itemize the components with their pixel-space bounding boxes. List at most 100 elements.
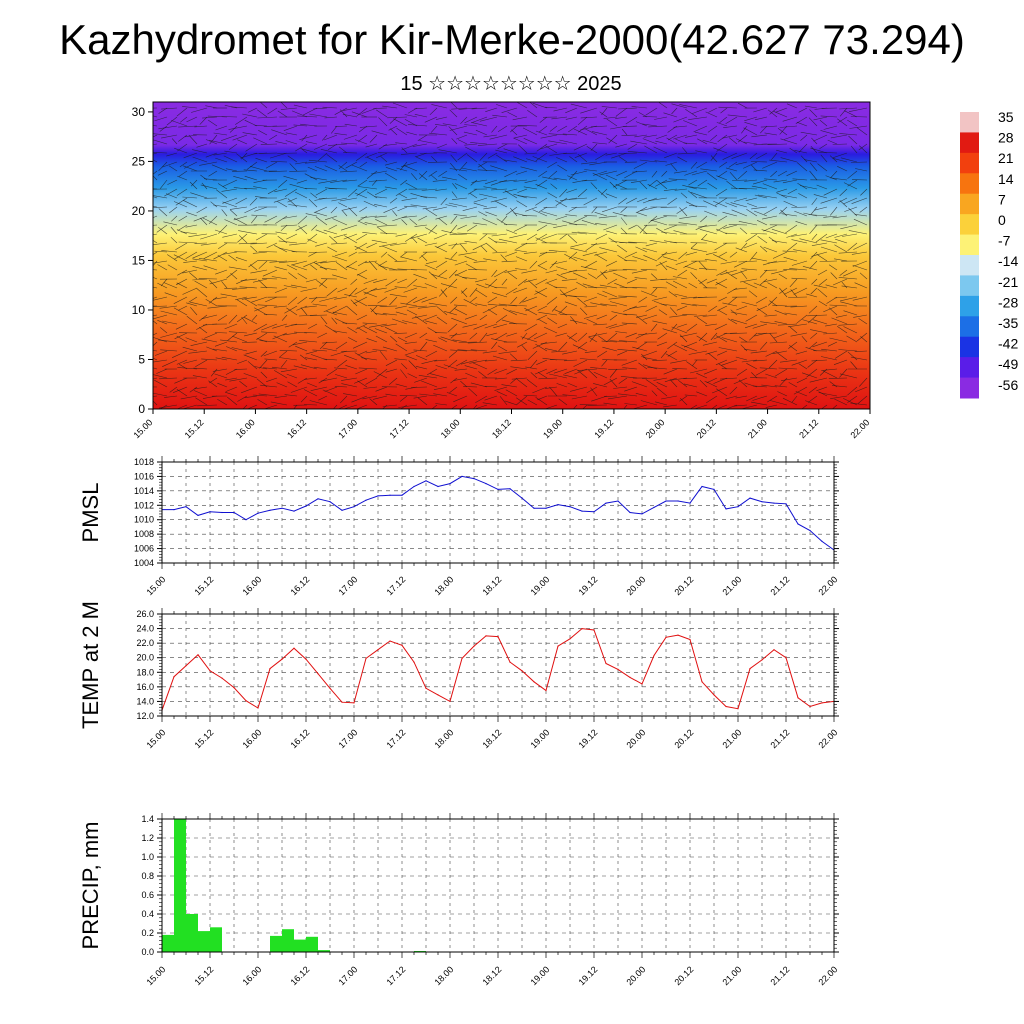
- wind-barb: [738, 260, 758, 263]
- wind-barb: [720, 377, 738, 380]
- wind-barb: [639, 224, 648, 234]
- wind-barb: [277, 152, 298, 154]
- wind-barb: [521, 332, 528, 340]
- wind-barb: [590, 182, 598, 190]
- wind-barb: [183, 260, 198, 263]
- heatmap-y-tick-label: 30: [132, 105, 146, 119]
- wind-barb: [650, 215, 668, 222]
- wind-barb: [538, 170, 548, 178]
- wind-barb: [549, 386, 558, 397]
- wind-barb: [186, 116, 198, 123]
- wind-barb: [494, 269, 508, 278]
- wind-barb: [158, 404, 178, 409]
- wind-barb: [158, 339, 178, 343]
- wind-barb: [487, 152, 498, 159]
- wind-barb: [557, 164, 568, 172]
- wind-barb: [496, 104, 508, 109]
- wind-barb: [480, 245, 488, 253]
- temp-point: [533, 681, 535, 683]
- wind-barb: [182, 106, 198, 109]
- wind-barb: [583, 296, 598, 302]
- wind-barb: [551, 260, 568, 265]
- wind-barb: [341, 377, 358, 381]
- wind-barb: [250, 245, 258, 253]
- wind-barb: [397, 206, 408, 212]
- wind-barb: [407, 124, 428, 127]
- wind-barb: [449, 305, 458, 314]
- wind-barb: [236, 278, 248, 285]
- wind-barb: [380, 155, 388, 163]
- wind-barb: [647, 366, 668, 370]
- wind-barb: [780, 209, 788, 217]
- wind-barb: [537, 395, 548, 401]
- wind-barb: [244, 395, 258, 398]
- wind-barb: [526, 233, 538, 241]
- wind-barb: [284, 394, 298, 397]
- wind-barb: [331, 317, 338, 325]
- y-tick-label: 0.0: [141, 947, 154, 957]
- wind-barb: [304, 173, 318, 181]
- wind-barb: [616, 170, 628, 177]
- wind-barb: [618, 107, 638, 110]
- wind-barb: [324, 325, 338, 334]
- wind-barb: [322, 341, 338, 344]
- wind-barb: [534, 368, 548, 375]
- wind-barb: [218, 242, 228, 249]
- wind-barb: [492, 355, 508, 361]
- pmsl-point: [797, 523, 799, 525]
- wind-barb: [677, 156, 688, 163]
- wind-barb: [716, 122, 728, 127]
- wind-barb: [504, 269, 518, 273]
- wind-barb: [294, 191, 308, 199]
- wind-barb: [153, 143, 158, 145]
- wind-barb: [258, 393, 278, 397]
- wind-barb: [767, 395, 778, 403]
- pmsl-point: [377, 495, 379, 497]
- wind-barb: [736, 368, 748, 376]
- wind-barb: [285, 140, 298, 145]
- wind-barb: [615, 143, 628, 148]
- wind-barb: [558, 341, 568, 352]
- wind-barb: [448, 202, 468, 208]
- wind-barb: [251, 214, 268, 217]
- wind-barb: [177, 269, 188, 276]
- wind-barb: [607, 278, 618, 285]
- heatmap-x-tick-label: 19.12: [592, 417, 615, 440]
- pmsl-point: [329, 501, 331, 503]
- wind-barb: [673, 134, 688, 140]
- wind-barb: [377, 296, 388, 304]
- wind-barb: [210, 368, 218, 377]
- wind-barb: [571, 206, 588, 208]
- wind-barb: [192, 278, 208, 281]
- wind-barb: [518, 278, 528, 286]
- wind-barb: [390, 335, 398, 343]
- wind-barb: [713, 332, 728, 340]
- wind-barb: [273, 197, 288, 203]
- wind-barb: [289, 183, 308, 190]
- wind-barb: [399, 395, 408, 402]
- pmsl-point: [617, 500, 619, 502]
- wind-barb: [832, 385, 848, 388]
- wind-barb: [256, 338, 268, 343]
- wind-barb: [839, 269, 848, 276]
- wind-barb: [344, 235, 358, 244]
- wind-barb: [679, 395, 688, 402]
- pmsl-point: [209, 511, 211, 513]
- wind-barb: [460, 290, 468, 298]
- wind-barb: [708, 107, 718, 113]
- wind-barb: [498, 350, 518, 354]
- wind-barb: [774, 321, 788, 325]
- wind-barb: [277, 201, 288, 208]
- wind-barb: [631, 269, 648, 274]
- wind-barb: [217, 382, 228, 388]
- wind-barb: [669, 314, 688, 318]
- wind-barb: [458, 174, 468, 181]
- wind-barb: [222, 251, 238, 255]
- wind-barb: [212, 348, 228, 352]
- wind-barb: [808, 214, 828, 217]
- wind-barb: [393, 118, 408, 127]
- wind-barb: [601, 340, 618, 343]
- wind-barb: [617, 393, 638, 397]
- wind-barb: [678, 379, 688, 388]
- wind-barb: [850, 116, 868, 118]
